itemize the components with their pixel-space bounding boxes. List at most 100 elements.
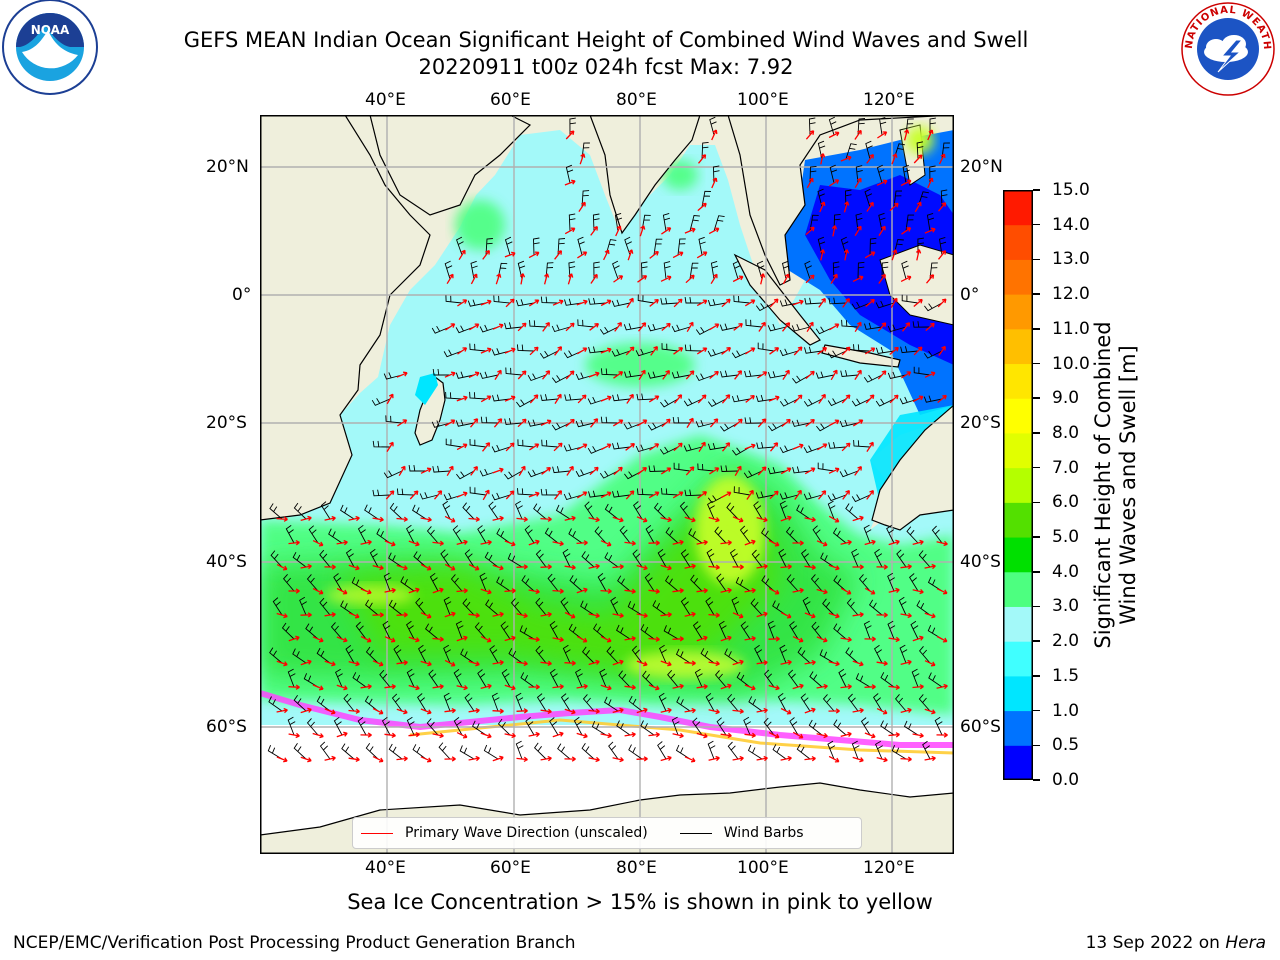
- wave-direction-arrow: [576, 732, 588, 739]
- wind-barb: [667, 669, 679, 688]
- wave-direction-arrow: [627, 249, 634, 261]
- wind-barb: [787, 669, 799, 688]
- wind-barb: [675, 744, 691, 760]
- wave-direction-arrow: [697, 154, 707, 164]
- wind-barb: [581, 551, 595, 568]
- wave-direction-arrow: [840, 587, 852, 595]
- wind-barb: [319, 741, 331, 760]
- wind-barb: [600, 416, 619, 424]
- wind-barb: [381, 716, 391, 736]
- map-title: GEFS MEAN Indian Ocean Significant Heigh…: [183, 28, 1029, 52]
- wind-barb: [718, 620, 727, 640]
- wave-direction-arrow: [780, 612, 792, 619]
- wave-direction-arrow: [660, 275, 672, 282]
- wave-direction-arrow: [782, 273, 790, 285]
- wind-barb: [739, 525, 751, 544]
- wind-barb: [635, 444, 655, 453]
- wave-direction-arrow: [600, 395, 612, 402]
- wind-barb: [822, 694, 835, 712]
- wind-barb: [582, 694, 595, 712]
- wind-barb: [581, 743, 595, 760]
- wind-barb: [406, 524, 415, 544]
- wind-barb: [627, 601, 643, 616]
- wind-barb: [803, 445, 823, 454]
- wind-barb: [501, 669, 511, 688]
- wave-direction-arrow: [684, 660, 696, 666]
- colorbar-tick-mark: [1033, 258, 1040, 261]
- wave-direction-arrow: [780, 707, 792, 715]
- wind-barb: [803, 398, 823, 407]
- wind-barb: [591, 720, 607, 736]
- wave-direction-arrow: [744, 587, 756, 594]
- wave-direction-arrow: [710, 273, 718, 285]
- wind-barb: [828, 297, 847, 305]
- wind-barb: [460, 648, 475, 664]
- wave-direction-arrow: [936, 683, 948, 690]
- wave-direction-arrow: [636, 756, 648, 762]
- wave-direction-arrow: [828, 708, 840, 714]
- wave-direction-arrow: [600, 347, 612, 354]
- wind-barb: [731, 596, 740, 616]
- wind-barb: [869, 599, 883, 616]
- wave-direction-arrow: [912, 684, 924, 690]
- wave-direction-arrow: [468, 612, 480, 618]
- wave-direction-arrow: [576, 587, 588, 594]
- wind-barb: [568, 623, 583, 640]
- wave-direction-arrow: [711, 129, 718, 141]
- wave-direction-arrow: [828, 564, 840, 571]
- wave-direction-arrow: [889, 394, 899, 404]
- wave-direction-arrow: [769, 298, 779, 308]
- wave-direction-arrow: [324, 755, 336, 762]
- wave-direction-arrow: [866, 201, 874, 212]
- wind-barb: [767, 620, 776, 640]
- wind-barb: [445, 391, 463, 400]
- wind-barb: [456, 236, 464, 256]
- lon-label-top-60e: 60°E: [490, 90, 531, 110]
- wave-direction-arrow: [480, 683, 492, 690]
- wave-direction-arrow: [540, 755, 552, 762]
- wave-direction-arrow: [818, 393, 826, 404]
- wave-direction-arrow: [709, 467, 720, 475]
- colorbar-tick-mark: [1033, 709, 1040, 712]
- wind-barb: [845, 143, 857, 160]
- wave-direction-arrow: [891, 153, 898, 165]
- wind-barb: [637, 294, 655, 304]
- wave-direction-arrow: [360, 635, 372, 643]
- colorbar-tick-mark: [1033, 536, 1040, 538]
- wave-direction-arrow: [492, 659, 504, 666]
- wind-barb: [744, 370, 763, 378]
- wave-direction-arrow: [828, 755, 840, 763]
- wind-barb: [906, 526, 919, 544]
- wind-barb: [453, 669, 463, 688]
- wave-direction-arrow: [780, 659, 792, 666]
- wave-direction-arrow: [495, 273, 502, 285]
- wind-barb: [491, 692, 500, 712]
- wave-direction-arrow: [720, 491, 732, 499]
- wave-direction-arrow: [756, 516, 768, 523]
- wave-direction-arrow: [372, 564, 384, 571]
- wave-direction-arrow: [780, 755, 792, 762]
- wind-barb: [855, 673, 871, 688]
- wave-direction-arrow: [636, 564, 648, 571]
- wind-barb: [726, 502, 739, 520]
- wave-direction-arrow: [540, 708, 552, 714]
- wave-direction-arrow: [924, 755, 936, 762]
- wave-direction-arrow: [276, 516, 288, 522]
- wave-direction-arrow: [708, 708, 720, 715]
- wind-barb: [747, 744, 763, 760]
- wave-direction-arrow: [579, 153, 586, 165]
- wind-barb: [677, 238, 686, 256]
- wave-direction-arrow: [864, 636, 876, 642]
- wave-direction-arrow: [336, 539, 348, 546]
- wind-barb: [833, 623, 847, 640]
- wind-barb: [575, 469, 595, 477]
- wave-direction-arrow: [444, 756, 456, 762]
- southeast-asia: [727, 115, 954, 286]
- wave-direction-arrow: [840, 636, 852, 643]
- wave-direction-arrow: [756, 660, 768, 666]
- wind-barb: [515, 500, 523, 520]
- wave-direction-arrow: [589, 323, 600, 331]
- wind-barb: [517, 260, 526, 280]
- wave-direction-arrow: [649, 250, 659, 259]
- wind-barb: [857, 118, 866, 136]
